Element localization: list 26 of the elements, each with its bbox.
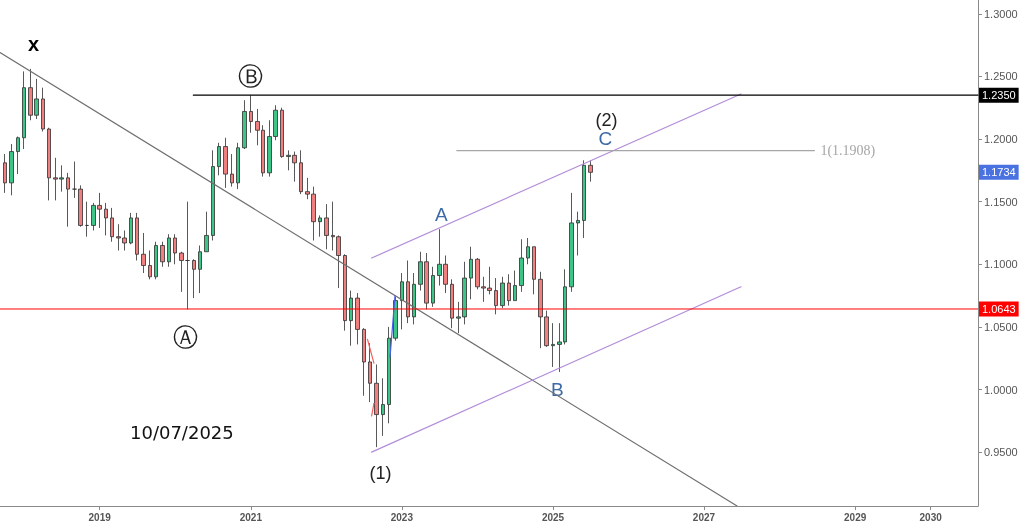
x-tick-label: 2023 — [390, 511, 414, 523]
x-tick-label: 2021 — [239, 511, 263, 523]
annotation: 10/07/2025 — [130, 421, 234, 443]
y-tick-label: 1.1000 — [984, 258, 1018, 271]
y-tick-label: 1.2000 — [984, 133, 1018, 146]
y-tick-label: 1.2500 — [984, 70, 1018, 83]
y-tick-label: 1.3000 — [984, 7, 1018, 20]
y-tick-label: 0.9500 — [984, 446, 1018, 459]
data-label: 1(1.1908) — [820, 143, 876, 160]
x-tick-label: 2030 — [919, 511, 943, 523]
x-tick-label: 2027 — [692, 511, 716, 523]
annotation: 1.1734 — [982, 166, 1016, 179]
data-label: 1.2350 — [982, 89, 1016, 102]
y-tick-label: 1.1500 — [984, 195, 1018, 208]
x-tick-label: 2029 — [844, 511, 867, 523]
annotation: Ⓐ — [173, 322, 199, 352]
ref-line-label: 1.0643 — [982, 302, 1016, 315]
annotation: Ⓑ — [238, 61, 264, 91]
annotation: (1) — [369, 463, 392, 484]
x-tick-label: 2019 — [88, 511, 112, 523]
y-tick-label: 1.0000 — [984, 383, 1018, 396]
y-tick-label: 1.0500 — [984, 320, 1018, 333]
annotation: A — [434, 203, 448, 225]
annotation: B — [551, 379, 564, 401]
x-tick-label: 2025 — [541, 511, 565, 523]
annotation: x — [28, 32, 40, 55]
